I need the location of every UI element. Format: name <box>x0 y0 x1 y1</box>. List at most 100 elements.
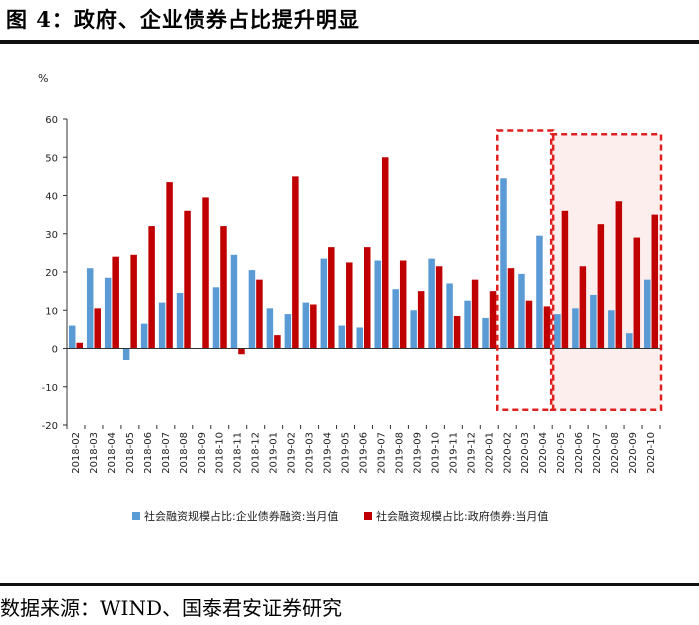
bar-government-2018-11 <box>238 348 245 355</box>
highlight-box-2 <box>549 133 663 411</box>
bar-government-2020-06 <box>579 266 587 349</box>
x-tick-label: 2019-05 <box>341 432 352 474</box>
x-tick-label: 2018-02 <box>71 432 82 474</box>
bar-corporate-2018-11 <box>230 254 238 349</box>
bar-corporate-2019-02 <box>284 314 292 349</box>
bar-corporate-2018-03 <box>86 268 94 349</box>
y-tick-label: 30 <box>45 230 58 241</box>
x-tick-label: 2019-01 <box>269 432 280 474</box>
x-tick-label: 2018-06 <box>143 432 154 474</box>
y-tick-label: 50 <box>45 153 58 164</box>
bar-corporate-2018-10 <box>212 287 220 349</box>
x-tick-label: 2018-05 <box>125 432 136 474</box>
bar-corporate-2018-06 <box>140 323 148 349</box>
x-tick-label: 2019-04 <box>323 432 334 474</box>
y-axis-unit: % <box>38 72 48 85</box>
x-tick-label: 2020-10 <box>646 432 657 474</box>
x-tick-label: 2018-10 <box>215 432 226 474</box>
bar-government-2018-07 <box>166 182 173 349</box>
bar-corporate-2019-04 <box>320 258 328 349</box>
bar-corporate-2018-02 <box>68 325 76 349</box>
x-tick-label: 2018-08 <box>179 432 190 474</box>
source-rule <box>0 583 699 586</box>
bar-corporate-2020-09 <box>626 333 633 349</box>
y-tick-label: -10 <box>42 383 58 394</box>
bar-corporate-2019-07 <box>374 260 381 349</box>
x-tick-label: 2019-12 <box>466 432 477 474</box>
bar-government-2019-08 <box>399 260 407 349</box>
bar-government-2019-12 <box>471 279 479 349</box>
x-tick-label: 2019-10 <box>430 432 441 474</box>
x-tick-label: 2019-07 <box>376 432 387 474</box>
highlight-fill-2 <box>551 134 661 410</box>
bar-government-2020-08 <box>615 201 623 349</box>
bar-corporate-2020-04 <box>536 235 543 349</box>
bar-government-2019-02 <box>292 176 299 349</box>
x-tick-label: 2018-11 <box>233 432 244 474</box>
bar-government-2019-07 <box>381 157 389 349</box>
y-tick-label: -20 <box>42 421 58 432</box>
bar-government-2020-05 <box>561 210 569 349</box>
bar-government-2018-08 <box>184 210 191 349</box>
y-tick-label: 0 <box>52 345 58 356</box>
bar-corporate-2020-07 <box>590 294 597 349</box>
bar-corporate-2019-09 <box>410 310 417 349</box>
bar-corporate-2019-12 <box>464 300 471 349</box>
bar-government-2019-05 <box>346 262 353 349</box>
bar-government-2018-03 <box>94 308 101 349</box>
bar-corporate-2018-12 <box>248 270 256 349</box>
legend-corporate: 社会融资规模占比:企业债券融资:当月值 <box>132 508 338 524</box>
bar-corporate-2020-02 <box>500 178 507 349</box>
bar-government-2020-01 <box>489 291 497 349</box>
bar-government-2020-04 <box>543 306 551 349</box>
x-tick-label: 2019-03 <box>305 432 316 474</box>
bar-government-2019-01 <box>274 335 281 349</box>
y-tick-label: 60 <box>45 115 58 126</box>
x-tick-label: 2019-08 <box>394 432 405 474</box>
bar-government-2020-03 <box>525 300 533 349</box>
bar-government-2019-11 <box>453 315 461 349</box>
bar-government-2018-10 <box>220 226 227 349</box>
bar-corporate-2019-06 <box>356 327 363 349</box>
x-tick-label: 2019-06 <box>359 432 370 474</box>
legend-label-government: 社会融资规模占比:政府债券:当月值 <box>376 510 549 523</box>
bar-corporate-2019-01 <box>266 308 274 349</box>
figure-title: 图 4：政府、企业债券占比提升明显 <box>6 7 360 32</box>
bar-corporate-2019-05 <box>338 325 346 349</box>
bar-government-2019-10 <box>435 266 443 349</box>
bar-government-2019-09 <box>417 291 425 349</box>
bar-chart: -20 -10 0 10 20 30 40 50 60 2018-02 2018-03 2018-04… <box>38 72 663 474</box>
title-rule <box>0 40 699 44</box>
x-tick-label: 2018-12 <box>251 432 262 474</box>
bar-corporate-2019-08 <box>392 289 399 349</box>
bar-corporate-2019-11 <box>446 283 453 349</box>
bar-government-2018-12 <box>256 279 263 349</box>
bar-corporate-2018-05 <box>122 348 130 360</box>
legend-swatch-corporate <box>132 512 140 520</box>
legend-swatch-government <box>364 512 372 520</box>
bar-government-2018-06 <box>148 226 155 349</box>
bar-government-2019-04 <box>328 247 335 349</box>
bar-government-2018-02 <box>76 342 83 349</box>
bar-government-2018-09 <box>202 197 209 349</box>
bar-corporate-2018-07 <box>158 302 166 349</box>
x-tick-label: 2020-07 <box>592 432 603 474</box>
y-tick-label: 20 <box>45 268 58 279</box>
bar-government-2018-05 <box>130 254 137 349</box>
legend-government: 社会融资规模占比:政府债券:当月值 <box>364 508 548 524</box>
bar-government-2020-09 <box>633 237 641 349</box>
legend-label-corporate: 社会融资规模占比:企业债券融资:当月值 <box>144 510 339 523</box>
x-tick-label: 2020-03 <box>520 432 531 474</box>
bar-corporate-2019-03 <box>302 302 310 349</box>
bar-government-2019-06 <box>364 247 371 349</box>
bar-corporate-2020-03 <box>518 273 525 349</box>
bar-corporate-2020-01 <box>482 317 489 349</box>
x-tick-label: 2018-03 <box>89 432 100 474</box>
x-tick-label: 2020-06 <box>574 432 585 474</box>
highlight-box-1 <box>496 129 555 411</box>
bar-government-2020-07 <box>597 224 605 349</box>
x-tick-label: 2018-04 <box>107 432 118 474</box>
x-tick-label: 2018-09 <box>197 432 208 474</box>
bar-government-2020-02 <box>507 268 515 349</box>
x-tick-label: 2020-02 <box>502 432 513 474</box>
